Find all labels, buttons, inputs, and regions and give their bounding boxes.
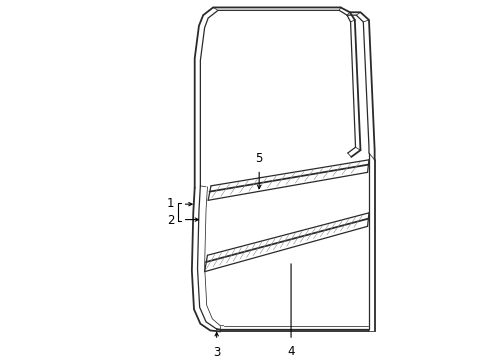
Text: 4: 4	[287, 345, 295, 358]
Text: 5: 5	[255, 152, 263, 165]
Text: 1: 1	[167, 197, 174, 210]
Text: 2: 2	[167, 214, 174, 227]
Text: 3: 3	[213, 346, 220, 359]
